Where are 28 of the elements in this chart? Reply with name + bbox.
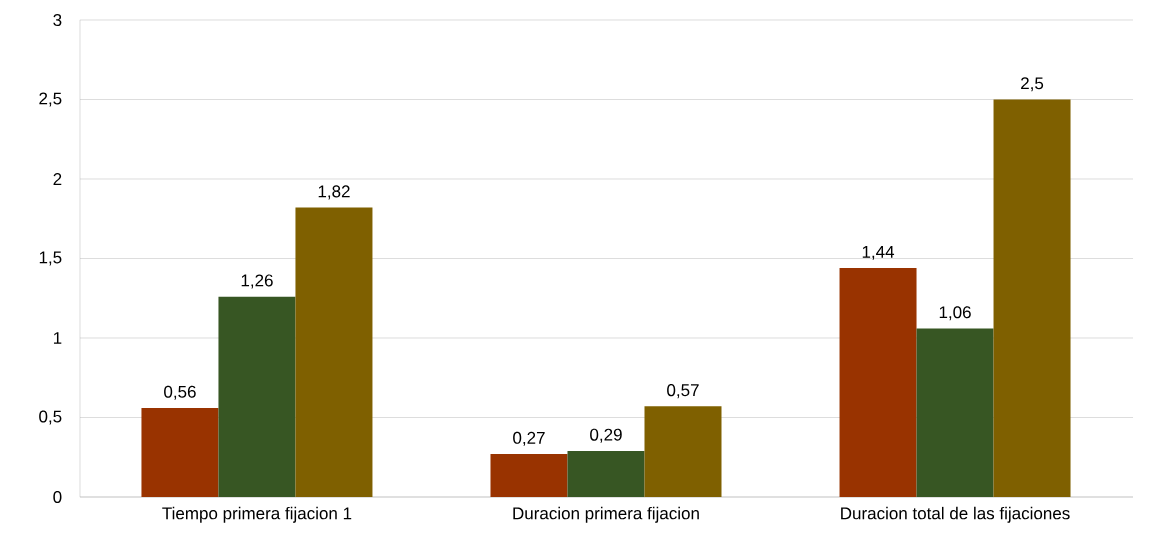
y-tick-label: 0 [53, 490, 62, 504]
bar [993, 99, 1071, 497]
data-label: 0,56 [164, 385, 196, 400]
bar [490, 454, 568, 497]
bar [644, 406, 722, 497]
y-tick-label: 0,5 [39, 410, 62, 425]
bar [567, 450, 645, 497]
y-tick-label: 2 [53, 173, 62, 185]
data-label: 2,5 [1021, 77, 1044, 92]
bar [295, 207, 373, 497]
data-label: 0,29 [590, 428, 622, 443]
y-tick-label: 1,5 [39, 251, 62, 266]
data-label: 1,06 [939, 306, 971, 321]
data-label: 1,26 [241, 274, 273, 289]
x-tick-label: Duracion primera fijacion [513, 506, 699, 523]
bar [141, 407, 219, 497]
data-label: 1,44 [862, 245, 895, 260]
data-label: 0,27 [513, 431, 545, 446]
bar [839, 268, 917, 497]
y-tick-label: 1 [53, 332, 62, 344]
bar [218, 296, 296, 497]
data-label: 0,57 [667, 384, 699, 399]
x-tick-label: Tiempo primera fijacion 1 [162, 506, 352, 523]
data-label: 1,82 [318, 185, 350, 200]
y-tick-label: 3 [53, 13, 62, 27]
y-tick-label: 2,5 [39, 92, 62, 107]
x-tick-label: Duracion total de las fijaciones [841, 506, 1070, 523]
bar [916, 328, 994, 497]
